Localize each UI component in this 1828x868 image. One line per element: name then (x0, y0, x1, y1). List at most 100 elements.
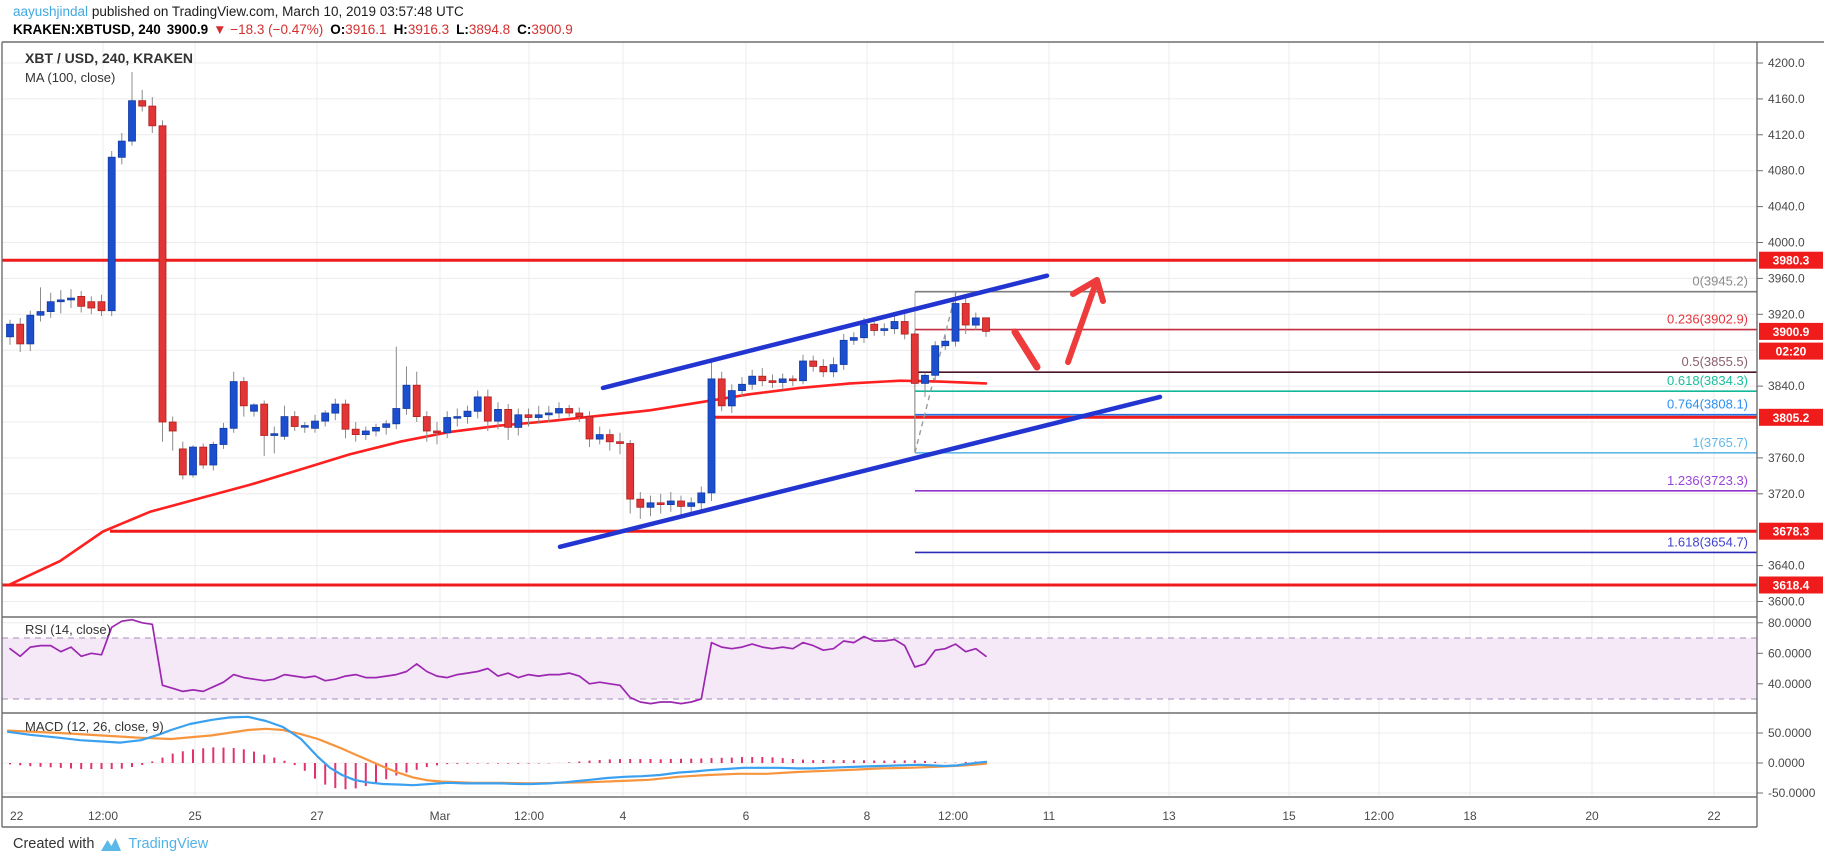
svg-text:3980.3: 3980.3 (1773, 254, 1810, 268)
candles-layer (6, 72, 990, 519)
red-arrow-annotation (1011, 277, 1106, 371)
svg-text:Mar: Mar (430, 809, 451, 823)
candle (687, 502, 696, 507)
candle (402, 384, 411, 409)
svg-text:3805.2: 3805.2 (1773, 411, 1810, 425)
candle (16, 323, 25, 345)
symbol-line: KRAKEN:XBTUSD, 240 3900.9 ▼ −18.3 (−0.47%)… (13, 21, 1828, 39)
tradingview-link[interactable]: TradingView (128, 836, 209, 852)
svg-text:15: 15 (1282, 809, 1296, 823)
candle (595, 434, 604, 440)
candle (636, 498, 645, 508)
candle (26, 314, 35, 345)
svg-text:4200.0: 4200.0 (1768, 56, 1805, 70)
svg-text:3618.4: 3618.4 (1773, 578, 1810, 592)
fib-retracement[interactable]: 0(3945.2) 0.236(3902.9) 0.5(3855.5) 0.618(3… (914, 274, 1757, 554)
candle (148, 105, 157, 127)
svg-text:12:00: 12:00 (938, 809, 968, 823)
svg-text:02:20: 02:20 (1776, 345, 1807, 359)
candle (128, 100, 136, 142)
candle (910, 333, 919, 384)
svg-text:3900.9: 3900.9 (1773, 325, 1810, 339)
high-value: 3916.3 (407, 22, 450, 37)
candle (555, 408, 563, 414)
candle (829, 364, 838, 373)
last-price: 3900.9 (166, 22, 209, 37)
low-label: L: (456, 22, 469, 37)
svg-text:3720.0: 3720.0 (1768, 487, 1805, 501)
svg-text:80.0000: 80.0000 (1768, 616, 1812, 630)
svg-text:1.236(3723.3): 1.236(3723.3) (1667, 473, 1748, 488)
price-chart-canvas[interactable]: 0(3945.2) 0.236(3902.9) 0.5(3855.5) 0.618(3… (0, 39, 1828, 829)
svg-text:3760.0: 3760.0 (1768, 451, 1805, 465)
candle (931, 345, 940, 376)
candle (463, 410, 472, 418)
chart-area[interactable]: 0(3945.2) 0.236(3902.9) 0.5(3855.5) 0.618(3… (0, 39, 1828, 829)
candle (158, 125, 167, 423)
svg-text:1.618(3654.7): 1.618(3654.7) (1667, 534, 1748, 549)
candle (209, 443, 218, 466)
candle (270, 433, 279, 436)
time-axis[interactable]: 22 12:00 25 27 Mar 12:00 4 6 8 12:00 11 13 15 12:00 18… (10, 809, 1721, 823)
svg-text:XBT / USD, 240, KRAKEN: XBT / USD, 240, KRAKEN (25, 50, 193, 66)
svg-text:4080.0: 4080.0 (1768, 164, 1805, 178)
symbol-label[interactable]: KRAKEN:XBTUSD, 240 (13, 22, 161, 37)
candle (524, 414, 533, 418)
svg-text:0.0000: 0.0000 (1768, 756, 1805, 770)
candle (280, 416, 289, 437)
trend-channel[interactable] (557, 273, 1163, 550)
price-badge (1759, 251, 1823, 269)
publish-text: published on TradingView.com, March 10, … (88, 4, 464, 19)
svg-text:27: 27 (310, 809, 324, 823)
svg-text:3920.0: 3920.0 (1768, 307, 1805, 321)
candle (646, 502, 655, 508)
author-link[interactable]: aayushjindal (13, 4, 89, 19)
candle (372, 426, 380, 432)
open-label: O: (330, 22, 346, 37)
candle (382, 423, 391, 428)
svg-text:12:00: 12:00 (88, 809, 118, 823)
candle (890, 321, 899, 330)
candle (392, 408, 401, 425)
candle (361, 430, 370, 435)
candle (331, 403, 340, 414)
price-badge (1759, 408, 1823, 426)
svg-text:12:00: 12:00 (1364, 809, 1394, 823)
candle (107, 156, 116, 312)
candle (768, 380, 777, 383)
tradingview-logo-icon (101, 837, 122, 851)
candle (219, 427, 228, 445)
svg-text:4040.0: 4040.0 (1768, 200, 1805, 214)
candle (941, 340, 950, 347)
footer: Created with TradingView (0, 829, 1828, 852)
rsi-pane (2, 618, 1757, 705)
candle (311, 420, 319, 429)
candle (758, 375, 767, 382)
candle (748, 375, 757, 385)
candle (117, 140, 126, 158)
candle (351, 428, 360, 436)
candle (189, 446, 197, 476)
close-label: C: (517, 22, 532, 37)
svg-text:11: 11 (1043, 809, 1056, 823)
support-resistance-lines[interactable] (2, 258, 1757, 587)
svg-text:3840.0: 3840.0 (1768, 379, 1805, 393)
candle (921, 374, 929, 384)
candle (453, 416, 462, 419)
publish-line: aayushjindal published on TradingView.co… (13, 3, 1828, 21)
candle (860, 323, 868, 339)
svg-text:22: 22 (10, 809, 24, 823)
candle (504, 408, 513, 428)
price-axis[interactable]: 4200.0 4160.0 4120.0 4080.0 4040.0 4000.0 3960… (1757, 56, 1823, 800)
price-change: ▼ −18.3 (−0.47%) (213, 22, 324, 37)
candle (473, 396, 482, 412)
candle (422, 416, 431, 432)
candle (229, 381, 238, 429)
candle (300, 425, 309, 428)
ma100-line[interactable] (6, 379, 988, 587)
price-badge (1759, 576, 1823, 594)
svg-text:MA (100, close): MA (100, close) (25, 70, 115, 85)
svg-text:MACD (12, 26, close, 9): MACD (12, 26, close, 9) (25, 719, 164, 734)
svg-text:50.0000: 50.0000 (1768, 726, 1812, 740)
candle (321, 412, 330, 422)
